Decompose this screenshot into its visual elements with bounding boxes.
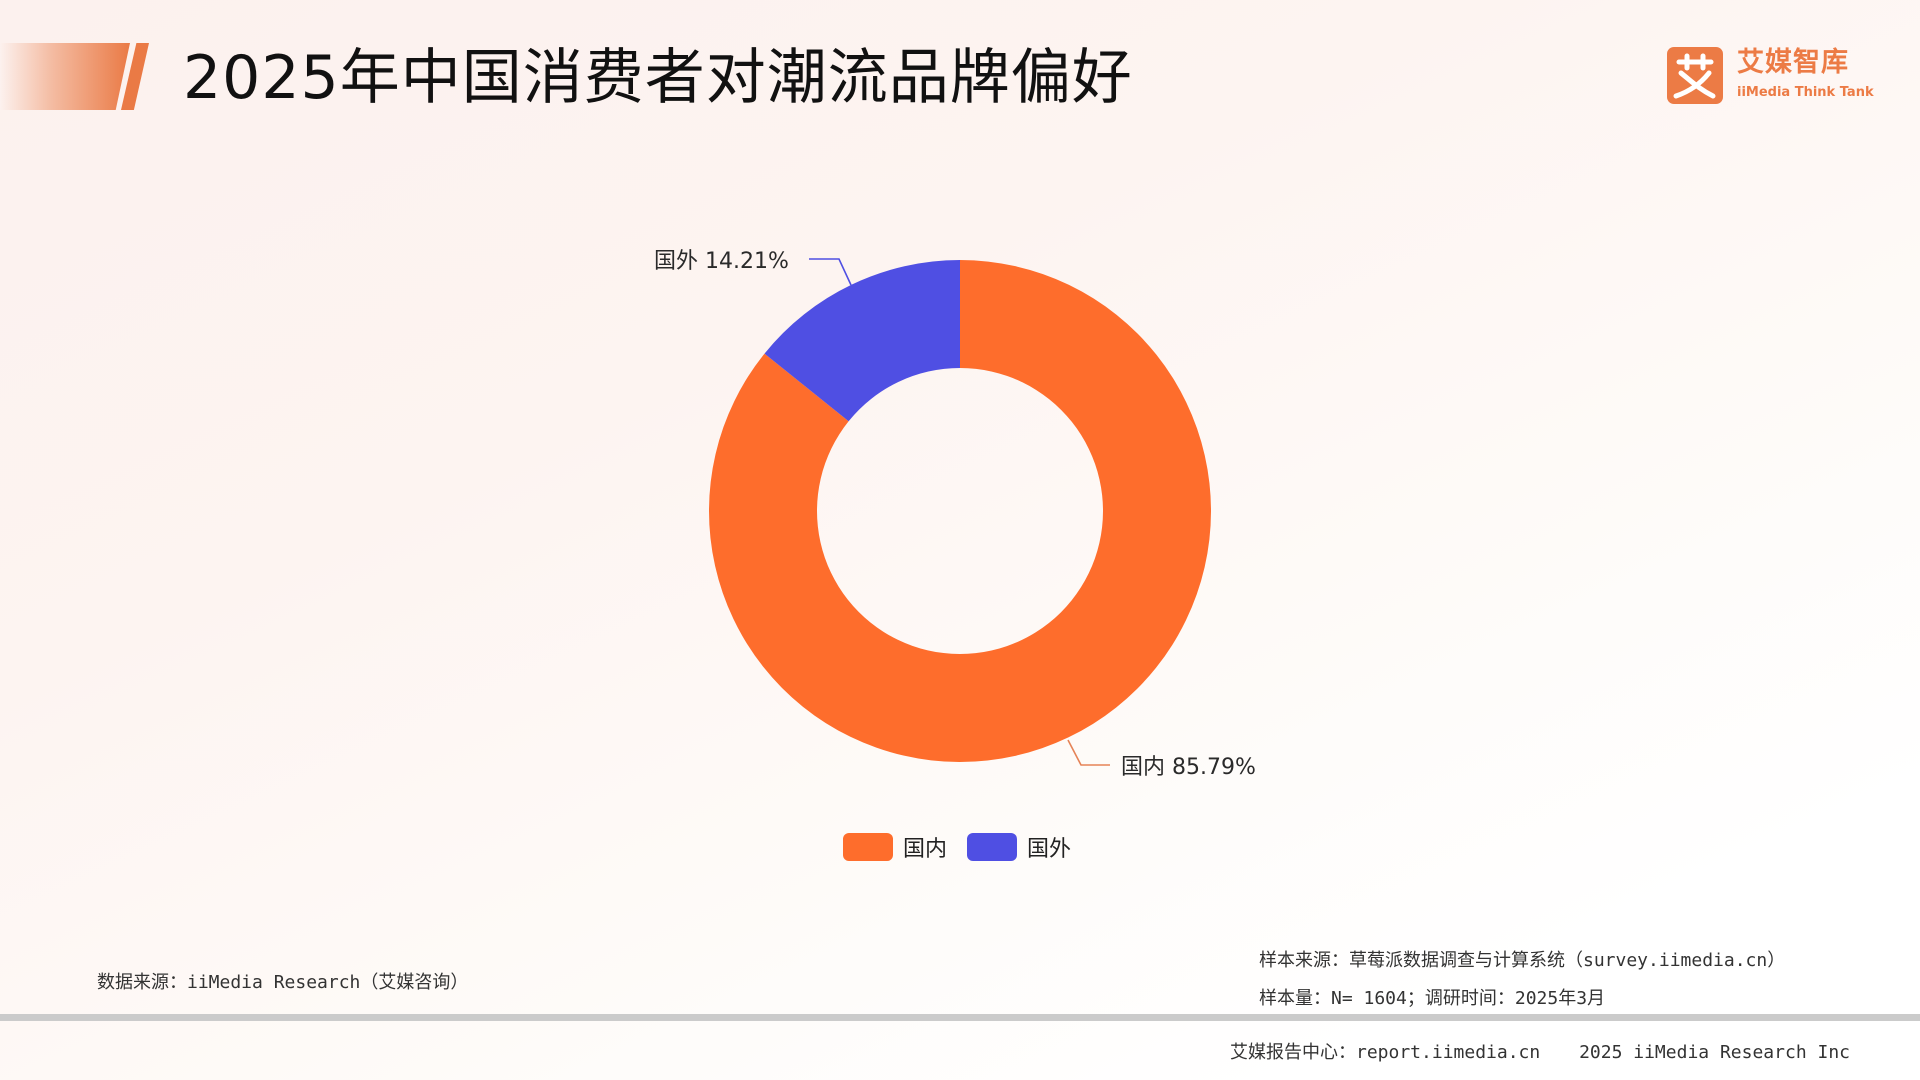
sample-info: 样本来源：草莓派数据调查与计算系统（survey.iimedia.cn） 样本量… bbox=[1259, 942, 1785, 1018]
footer: 艾媒报告中心：report.iimedia.cn 2025 iiMedia Re… bbox=[1230, 1038, 1850, 1064]
page-title: 2025年中国消费者对潮流品牌偏好 bbox=[183, 43, 1133, 113]
logo-icon bbox=[1667, 47, 1723, 104]
title-accent-bar bbox=[0, 43, 130, 110]
data-label-domestic: 国内 85.79% bbox=[1121, 755, 1256, 780]
leader-line-domestic bbox=[1067, 739, 1110, 766]
iimedia-logo: 艾媒智库 iiMedia Think Tank bbox=[1667, 47, 1874, 105]
donut-slices bbox=[709, 260, 1212, 762]
report-center-link[interactable]: 艾媒报告中心：report.iimedia.cn bbox=[1230, 1042, 1541, 1063]
chart-legend: 国内 国外 bbox=[843, 831, 1091, 863]
sample-size-note: 样本量：N= 1604；调研时间：2025年3月 bbox=[1259, 988, 1606, 1009]
sample-source-note: 样本来源：草莓派数据调查与计算系统（survey.iimedia.cn） bbox=[1259, 950, 1786, 971]
data-label-foreign: 国外 14.21% bbox=[654, 249, 789, 274]
leader-line-foreign bbox=[809, 258, 852, 286]
logo-name-cn: 艾媒智库 bbox=[1737, 47, 1849, 78]
legend-item-foreign[interactable]: 国外 bbox=[967, 831, 1071, 863]
legend-item-domestic[interactable]: 国内 bbox=[843, 831, 947, 863]
donut-slice-domestic[interactable] bbox=[709, 260, 1212, 762]
donut-slice-foreign[interactable] bbox=[764, 260, 960, 422]
logo-name-en: iiMedia Think Tank bbox=[1737, 85, 1874, 100]
footer-divider bbox=[0, 1014, 1920, 1021]
legend-label-domestic: 国内 bbox=[903, 837, 948, 862]
legend-label-foreign: 国外 bbox=[1027, 837, 1072, 862]
copyright-text: 2025 iiMedia Research Inc bbox=[1579, 1042, 1851, 1063]
legend-swatch-domestic bbox=[843, 833, 893, 861]
legend-swatch-foreign bbox=[967, 833, 1018, 861]
data-source-note: 数据来源：iiMedia Research（艾媒咨询） bbox=[97, 972, 469, 993]
